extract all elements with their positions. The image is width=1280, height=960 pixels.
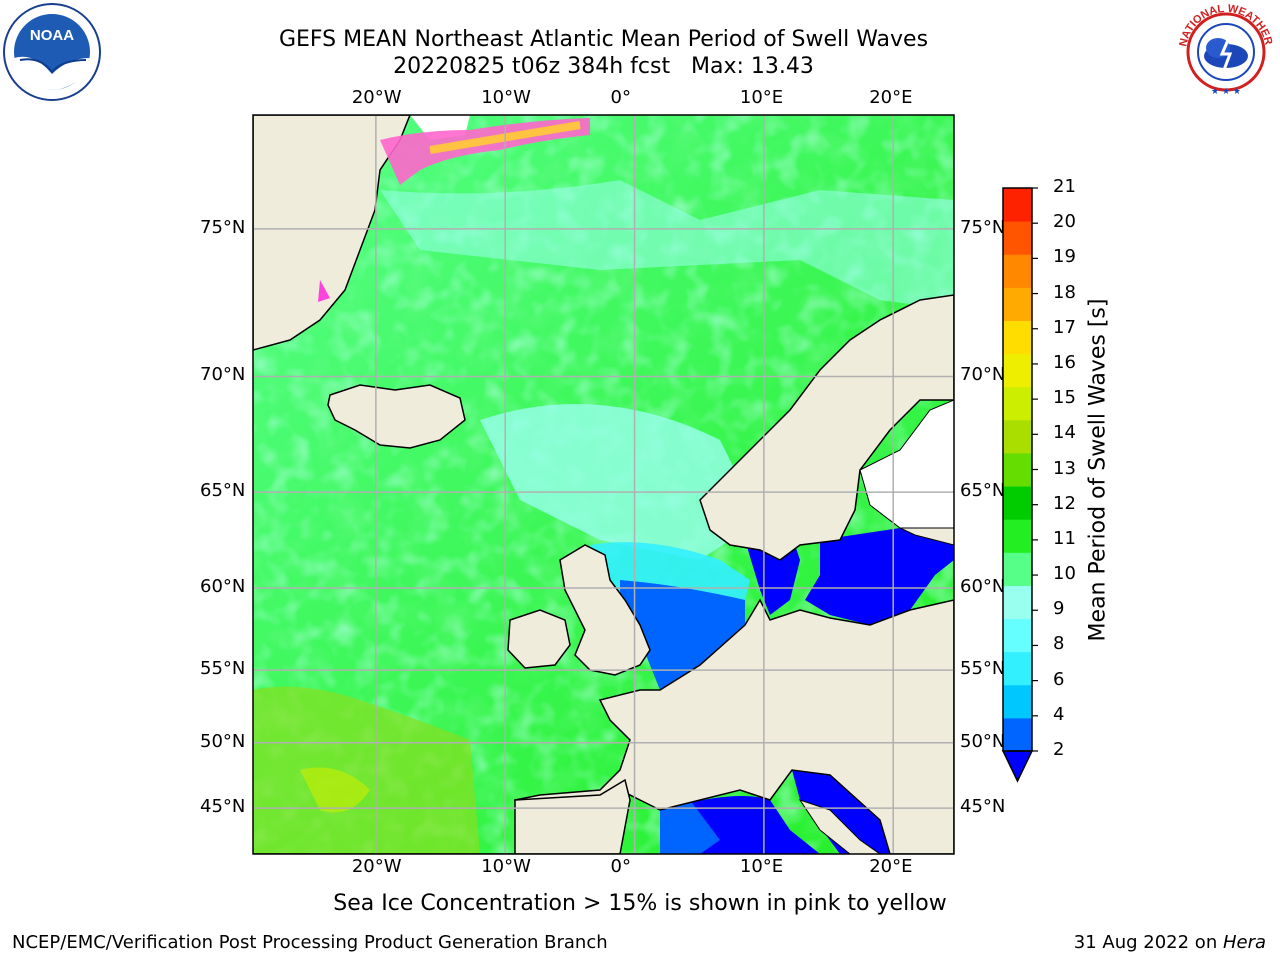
colorbar-segment — [1003, 188, 1032, 222]
baltic-sea-water — [805, 528, 954, 625]
colorbar-segment — [1003, 287, 1032, 321]
finland — [899, 527, 954, 546]
colorbar-tick-label: 21 — [1053, 176, 1076, 197]
lat-label-right: 45°N — [960, 796, 1006, 818]
footer-date-text: 31 Aug 2022 on — [1073, 932, 1223, 953]
iberia — [514, 778, 631, 854]
swell-zone-norwegian-sea — [480, 404, 760, 560]
swell-zone-peak — [300, 767, 370, 813]
colorbar-tick-label: 11 — [1053, 527, 1076, 549]
lon-label-top: 10°E — [739, 87, 784, 108]
lon-label-bottom: 20°W — [351, 856, 402, 877]
lat-label-right: 55°N — [960, 658, 1006, 680]
lat-label-left: 75°N — [200, 216, 246, 238]
colorbar-segment — [1003, 717, 1032, 752]
colorbar-tick-label: 18 — [1053, 281, 1076, 303]
colorbar-underflow-arrow — [1001, 750, 1034, 783]
lon-label-top: 20°W — [351, 87, 402, 108]
lon-label-bottom: 10°E — [739, 856, 784, 877]
colorbar-tick-label: 14 — [1053, 422, 1076, 444]
colorbar-tick-label: 20 — [1053, 211, 1076, 233]
lat-label-right: 65°N — [960, 480, 1006, 502]
mediterranean-west-band — [660, 800, 720, 854]
colorbar-segment — [1003, 684, 1032, 719]
colorbar-segment — [1003, 221, 1032, 255]
swell-zone-long — [253, 686, 480, 854]
lat-label-right: 75°N — [960, 216, 1006, 238]
map-frame — [252, 114, 955, 855]
lon-label-bottom: 10°W — [481, 856, 531, 877]
sea-ice-note: Sea Ice Concentration > 15% is shown in … — [333, 891, 947, 916]
lon-label-top: 10°W — [481, 87, 531, 108]
ireland — [507, 609, 571, 669]
footer-date: 31 Aug 2022 on Hera — [1074, 932, 1266, 953]
footer-machine: Hera — [1222, 932, 1266, 953]
gulf-of-bothnia-ice-free — [859, 399, 954, 529]
colorbar-tick-label: 15 — [1053, 387, 1076, 409]
graticule — [253, 115, 954, 854]
lon-label-bottom: 0° — [610, 856, 631, 877]
colorbar-tick-label: 4 — [1053, 703, 1065, 725]
colorbar-segment — [1003, 651, 1032, 686]
colorbar-tick-label: 13 — [1053, 457, 1076, 479]
colorbar-segment — [1003, 419, 1032, 454]
colorbar-segment — [1003, 618, 1032, 653]
colorbar-segment — [1003, 585, 1032, 620]
swell-zone-arctic — [380, 180, 954, 310]
colorbar-segment — [1003, 452, 1032, 487]
colorbar-segment — [1003, 519, 1032, 553]
sea-ice-yellow — [429, 121, 581, 154]
lat-label-left: 65°N — [200, 480, 246, 502]
lat-label-left: 50°N — [200, 730, 246, 752]
chart-title: GEFS MEAN Northeast Atlantic Mean Period… — [278, 27, 929, 52]
continental-europe — [253, 598, 954, 854]
colorbar-frame — [1002, 187, 1033, 752]
lat-label-left: 60°N — [200, 575, 246, 597]
colorbar-segment — [1003, 353, 1032, 388]
colorbar-segment — [1003, 552, 1032, 586]
chart-subtitle: 20220825 t06z 384h fcst Max: 13.43 — [393, 54, 814, 79]
greenland — [253, 115, 411, 351]
colorbar-tick-label: 16 — [1053, 351, 1076, 373]
colorbar-segment — [1003, 320, 1032, 355]
noaa-logo: NOAA — [3, 3, 101, 101]
colorbar-tick-label: 19 — [1053, 246, 1076, 268]
colorbar-tick-label: 9 — [1053, 598, 1065, 620]
colorbar-segment — [1003, 254, 1032, 288]
colorbar-tick-label: 2 — [1053, 739, 1065, 760]
colorbar-tick-label: 12 — [1053, 492, 1076, 514]
lat-label-right: 50°N — [960, 730, 1006, 752]
svg-text:★ ★ ★: ★ ★ ★ — [1211, 87, 1241, 97]
colorbar-segment — [1003, 486, 1032, 520]
lat-label-right: 60°N — [960, 575, 1006, 597]
nws-logo: NATIONAL WEATHER SERVICE ★ ★ ★ — [1172, 0, 1275, 97]
lon-label-bottom: 20°E — [869, 856, 913, 877]
lat-label-left: 55°N — [200, 658, 246, 680]
sea-ice-greenland — [318, 280, 330, 302]
colorbar-tick-label: 6 — [1053, 668, 1065, 690]
colorbar-segment — [1003, 386, 1032, 421]
lon-label-top: 20°E — [869, 87, 913, 108]
lon-label-top: 0° — [610, 87, 631, 108]
noaa-logo-text: NOAA — [30, 27, 74, 44]
great-britain — [559, 544, 651, 676]
colorbar-tick-label: 17 — [1053, 316, 1076, 338]
italy — [798, 799, 881, 854]
lat-label-left: 70°N — [200, 364, 246, 386]
lat-label-right: 70°N — [960, 364, 1006, 386]
swell-zone-southern-north-sea — [620, 580, 745, 690]
adriatic-tyrrhenian-water — [792, 770, 890, 854]
colorbar-tick-label: 10 — [1053, 563, 1076, 585]
iceland — [327, 384, 466, 449]
lat-label-left: 45°N — [200, 796, 246, 818]
footer-credit: NCEP/EMC/Verification Post Processing Pr… — [12, 932, 608, 953]
colorbar-tick-label: 8 — [1053, 633, 1065, 655]
